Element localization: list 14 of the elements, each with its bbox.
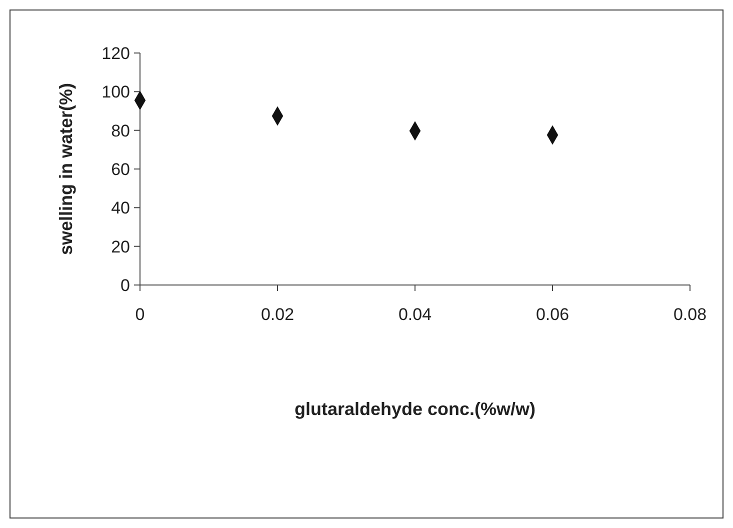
y-tick-label: 20 [111, 237, 130, 256]
x-axis-title: glutaraldehyde conc.(%w/w) [294, 399, 536, 419]
y-tick-label: 40 [111, 198, 130, 218]
x-tick-label: 0 [135, 305, 145, 324]
y-tick-label: 100 [102, 82, 130, 102]
y-tick-label: 0 [120, 276, 130, 295]
x-tick-label: 0.04 [398, 305, 432, 324]
y-tick-label: 60 [111, 160, 130, 179]
x-tick-label: 0.02 [260, 305, 294, 324]
x-tick-label: 0.08 [673, 305, 707, 324]
x-tick-label: 0.06 [536, 305, 570, 324]
y-tick-label: 120 [102, 44, 130, 63]
y-axis-title: swelling in water(%) [56, 82, 76, 256]
y-tick-label: 80 [111, 121, 130, 140]
